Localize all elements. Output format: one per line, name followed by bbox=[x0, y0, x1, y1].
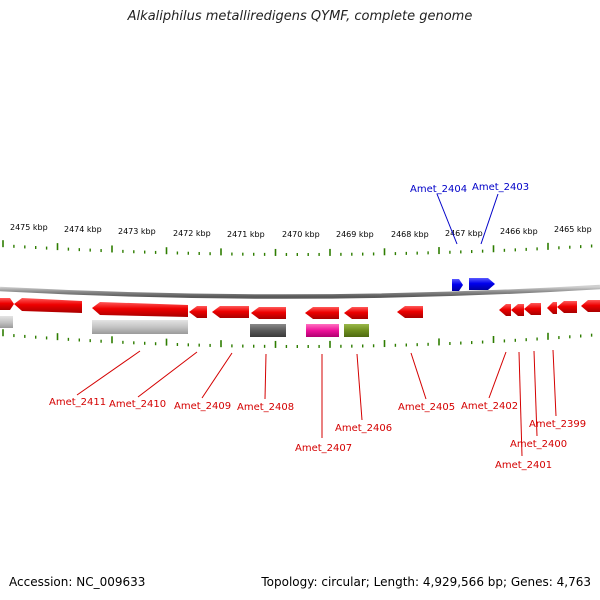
tick-label-2469: 2469 kbp bbox=[336, 230, 374, 239]
leader-amet-2402 bbox=[488, 351, 507, 399]
feature-amet-2406[interactable] bbox=[344, 324, 369, 337]
reverse-strand-genes bbox=[0, 298, 600, 319]
feature-blocks bbox=[0, 316, 369, 337]
label-amet-2403[interactable]: Amet_2403 bbox=[472, 182, 529, 193]
feature-amet-2408[interactable] bbox=[250, 324, 286, 337]
label-amet-2405[interactable]: Amet_2405 bbox=[398, 402, 455, 413]
gene-amet-2408[interactable] bbox=[251, 307, 286, 319]
gene-amet-2411[interactable] bbox=[14, 298, 82, 313]
leader-amet-2401 bbox=[518, 351, 523, 457]
feature-left-edge[interactable] bbox=[0, 316, 13, 328]
leader-amet-2409 bbox=[201, 352, 233, 399]
lower-tick-row bbox=[2, 329, 593, 348]
leader-amet-2399 bbox=[552, 349, 557, 417]
label-amet-2401[interactable]: Amet_2401 bbox=[495, 460, 552, 471]
label-amet-2402[interactable]: Amet_2402 bbox=[461, 401, 518, 412]
label-amet-2406[interactable]: Amet_2406 bbox=[335, 423, 392, 434]
tick-label-2466: 2466 kbp bbox=[500, 227, 538, 236]
tick-label-2471: 2471 kbp bbox=[227, 230, 265, 239]
label-amet-2410[interactable]: Amet_2410 bbox=[109, 399, 166, 410]
label-amet-2400[interactable]: Amet_2400 bbox=[510, 439, 567, 450]
tick-label-2474: 2474 kbp bbox=[64, 225, 102, 234]
feature-amet-2407[interactable] bbox=[306, 324, 339, 337]
upper-tick-row bbox=[2, 240, 593, 256]
leader-amet-2410 bbox=[137, 351, 198, 398]
gene-amet-2403[interactable] bbox=[469, 278, 495, 290]
gene-amet-2399a[interactable] bbox=[547, 302, 557, 314]
leader-amet-2405 bbox=[410, 352, 427, 400]
map-title: Alkaliphilus metalliredigens QYMF, compl… bbox=[127, 9, 473, 24]
gene-amet-2402[interactable] bbox=[499, 304, 511, 316]
tick-label-2472: 2472 kbp bbox=[173, 229, 211, 238]
genome-summary-text: Topology: circular; Length: 4,929,566 bp… bbox=[261, 575, 591, 589]
gene-amet-2409[interactable] bbox=[189, 306, 207, 318]
tick-label-2467: 2467 kbp bbox=[445, 229, 483, 238]
label-amet-2404[interactable]: Amet_2404 bbox=[410, 184, 467, 195]
leader-amet-2408 bbox=[264, 353, 267, 400]
forward-strand-genes bbox=[452, 278, 495, 291]
tick-label-2473: 2473 kbp bbox=[118, 227, 156, 236]
genome-backbone bbox=[0, 284, 600, 299]
gene-amet-2410[interactable] bbox=[92, 302, 188, 317]
leader-amet-2403 bbox=[480, 193, 499, 245]
label-amet-2411[interactable]: Amet_2411 bbox=[49, 397, 106, 408]
leader-amet-2404 bbox=[436, 193, 458, 245]
leader-amet-2406 bbox=[356, 353, 363, 421]
gene-amet-2407[interactable] bbox=[305, 307, 339, 319]
accession-text: Accession: NC_009633 bbox=[9, 575, 146, 589]
label-amet-2409[interactable]: Amet_2409 bbox=[174, 401, 231, 412]
gene-amet-2408a[interactable] bbox=[212, 306, 249, 318]
reverse-leader-lines bbox=[76, 349, 557, 457]
feature-amet-2410[interactable] bbox=[92, 320, 188, 334]
gene-amet-2404[interactable] bbox=[452, 279, 463, 291]
tick-label-2470: 2470 kbp bbox=[282, 230, 320, 239]
leader-amet-2411 bbox=[76, 350, 141, 396]
gene-amet-2406[interactable] bbox=[344, 307, 368, 319]
position-labels: 2475 kbp 2474 kbp 2473 kbp 2472 kbp 2471… bbox=[10, 223, 592, 239]
label-amet-2408[interactable]: Amet_2408 bbox=[237, 402, 294, 413]
gene-amet-2401[interactable] bbox=[511, 304, 524, 316]
gene-amet-2400[interactable] bbox=[524, 303, 541, 315]
forward-leader-lines bbox=[436, 193, 499, 245]
tick-label-2465: 2465 kbp bbox=[554, 225, 592, 234]
label-amet-2407[interactable]: Amet_2407 bbox=[295, 443, 352, 454]
tick-label-2475: 2475 kbp bbox=[10, 223, 48, 232]
leader-amet-2400 bbox=[533, 350, 538, 437]
label-amet-2399[interactable]: Amet_2399 bbox=[529, 419, 586, 430]
tick-label-2468: 2468 kbp bbox=[391, 230, 429, 239]
gene-amet-2405[interactable] bbox=[397, 306, 423, 318]
gene-amet-2399[interactable] bbox=[557, 301, 577, 313]
gene-right-edge[interactable] bbox=[581, 300, 600, 312]
gene-left-edge[interactable] bbox=[0, 298, 14, 310]
